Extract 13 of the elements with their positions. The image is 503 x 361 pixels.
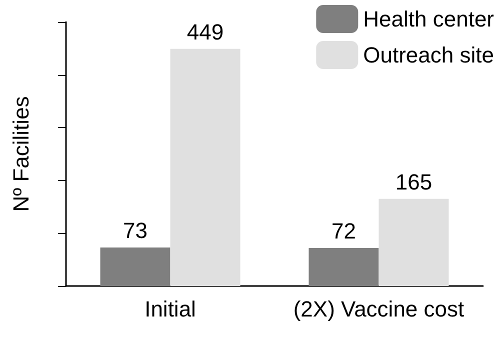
data-label: 73	[123, 218, 148, 243]
data-label: 72	[332, 218, 356, 244]
x-tick-label: Initial	[144, 296, 196, 322]
data-label: 165	[395, 169, 432, 194]
x-tick-label: (2X) Vaccine cost	[293, 296, 464, 322]
bar	[170, 48, 240, 286]
bar	[378, 198, 449, 286]
y-axis-title: Nº Facilities	[8, 96, 34, 212]
bar	[100, 247, 170, 286]
bar	[308, 248, 379, 286]
legend-label: Outreach site	[363, 42, 494, 68]
legend-label: Health center	[363, 6, 494, 32]
data-label: 449	[186, 19, 224, 44]
